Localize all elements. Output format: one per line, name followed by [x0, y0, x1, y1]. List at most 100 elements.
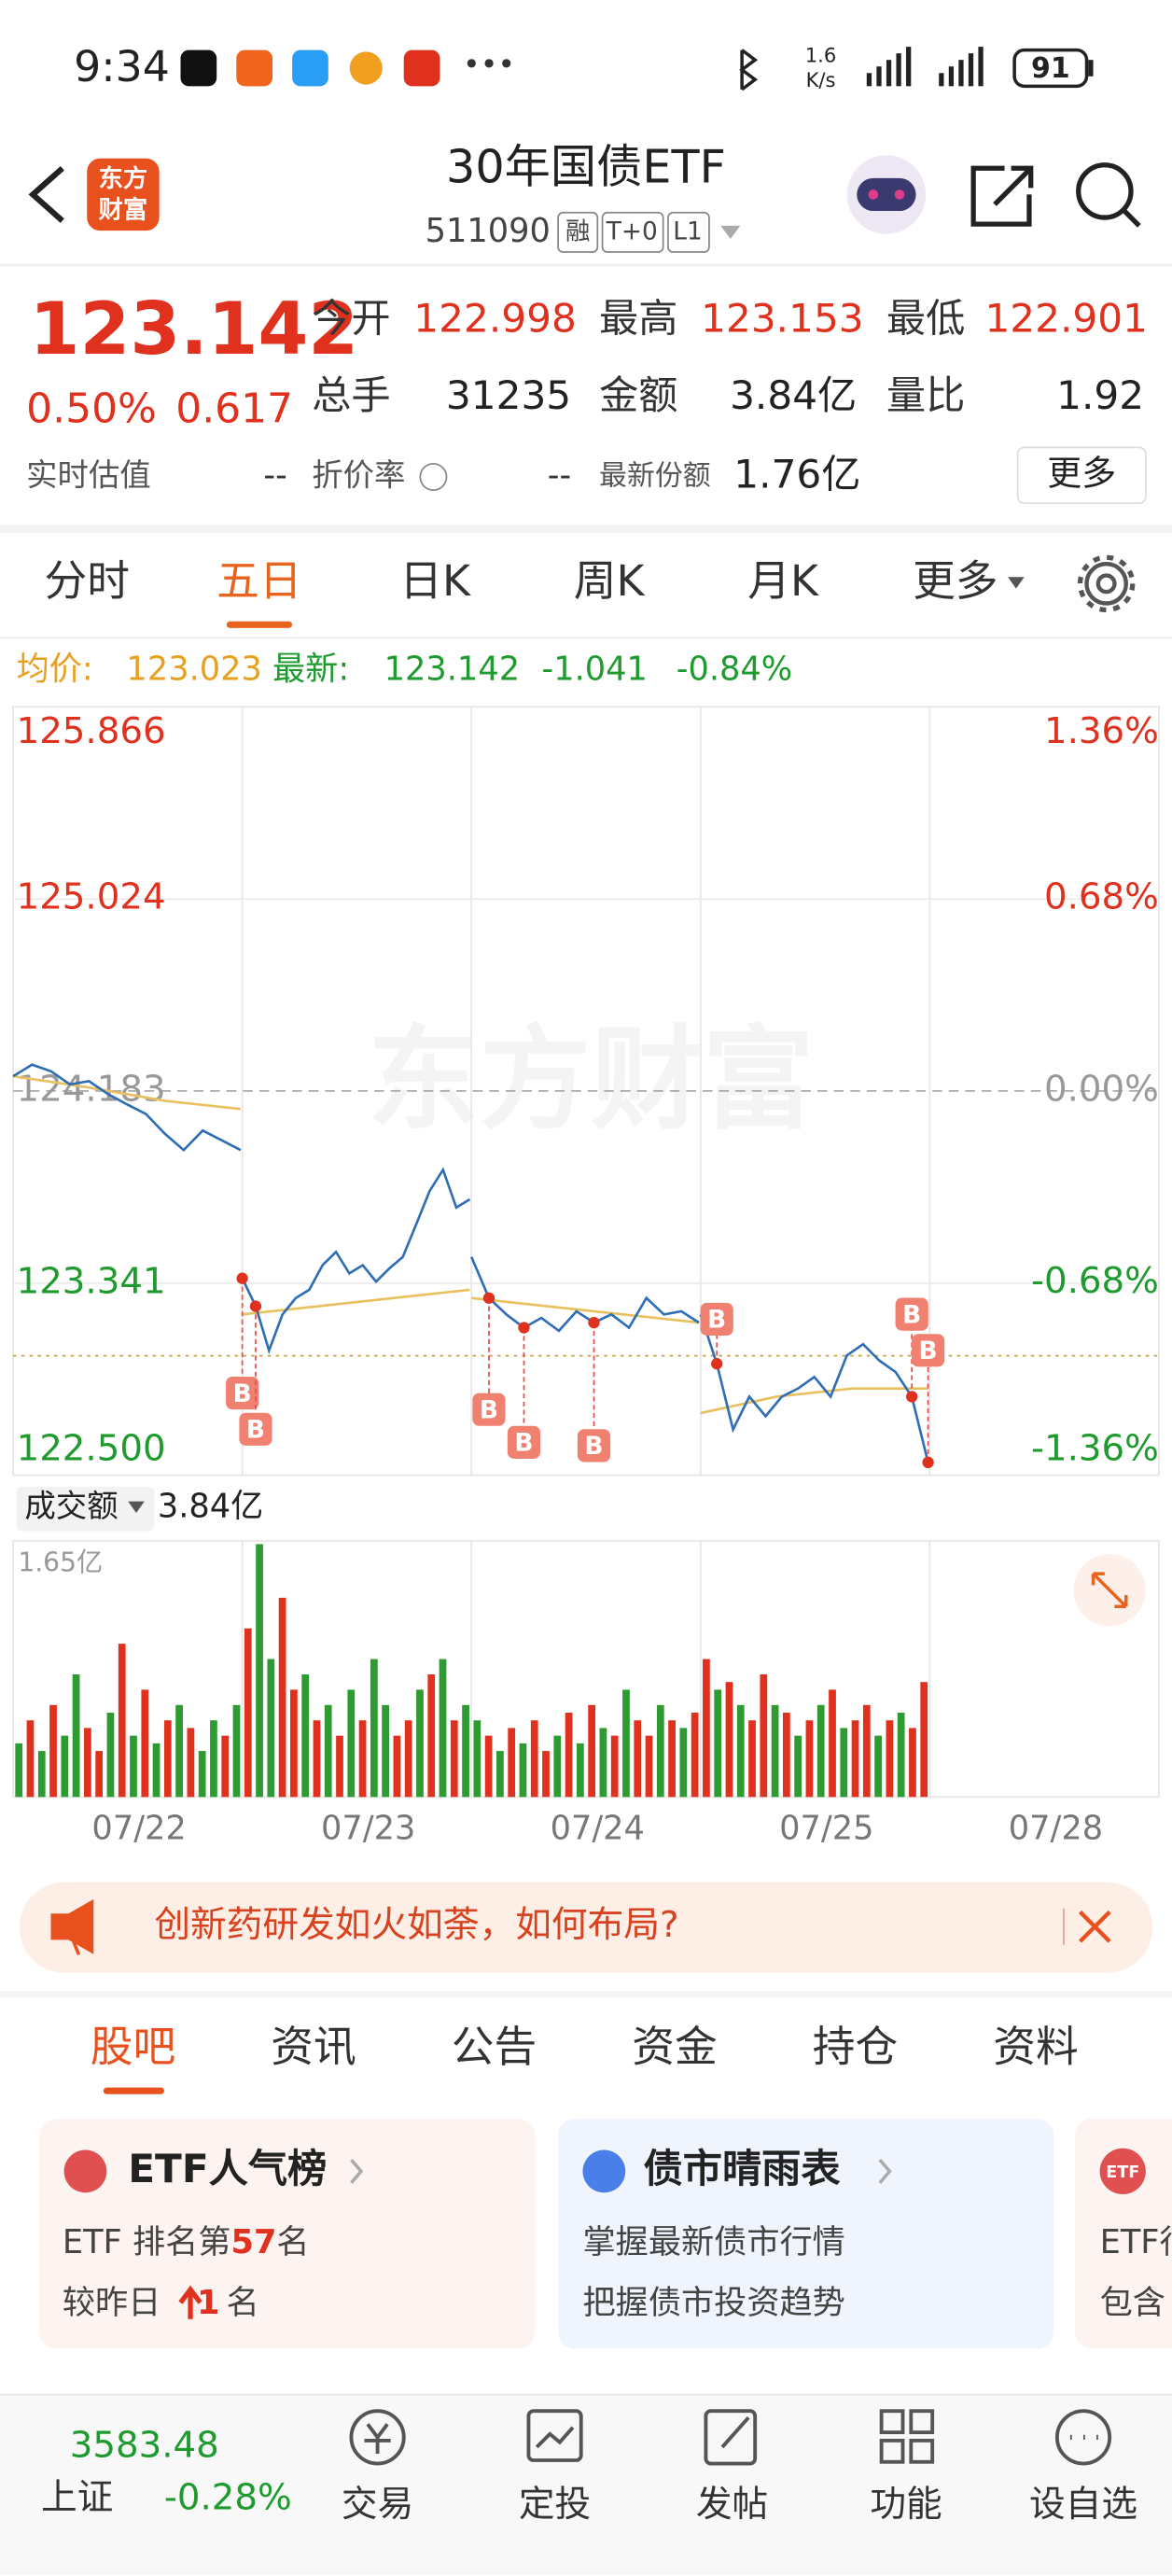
field-label: 金额	[599, 372, 677, 418]
nav-item[interactable]: 发帖	[696, 2484, 768, 2526]
field-label: 最高	[599, 295, 677, 341]
index-change[interactable]: -0.28%	[164, 2477, 292, 2519]
more-button[interactable]	[1016, 446, 1147, 505]
marker-label: B	[480, 1396, 498, 1424]
price: 123.142	[30, 287, 358, 371]
marker-label: B	[902, 1301, 921, 1329]
volume-bar	[542, 1751, 550, 1798]
marker-box	[507, 1425, 541, 1459]
card[interactable]	[558, 2119, 1054, 2349]
tag-box	[601, 211, 664, 253]
share-button[interactable]	[970, 165, 1034, 227]
volume-bar	[49, 1704, 57, 1798]
tab[interactable]: 日K	[399, 556, 471, 606]
volume-selector[interactable]	[16, 1486, 155, 1532]
x-tick-label: 07/22	[91, 1810, 186, 1848]
volume-bar	[358, 1720, 367, 1798]
nav-item[interactable]: 功能	[870, 2484, 942, 2526]
nav-item[interactable]: 交易	[342, 2484, 413, 2526]
tag-box	[667, 211, 710, 253]
tab[interactable]: 资金	[632, 2023, 717, 2072]
logo	[87, 158, 160, 231]
dropdown-arrow[interactable]	[720, 225, 741, 239]
y2-tick-label: 1.36%	[1044, 710, 1159, 752]
volume-bar	[496, 1751, 504, 1798]
info-icon[interactable]	[419, 463, 448, 491]
volume-bar	[840, 1728, 848, 1798]
search-button[interactable]	[1076, 162, 1141, 228]
tab[interactable]: 持仓	[813, 2023, 898, 2072]
card-line: ETF行	[1100, 2223, 1172, 2261]
divider	[0, 525, 1172, 533]
marker-box	[226, 1376, 259, 1410]
y2-tick-label: 0.00%	[1044, 1068, 1159, 1110]
marker-dot	[249, 1300, 262, 1312]
volume-bar	[565, 1713, 573, 1798]
volume-bar	[95, 1751, 104, 1798]
field-value: 31235	[446, 372, 571, 418]
nav-item[interactable]: 定投	[519, 2484, 591, 2526]
tab[interactable]: 周K	[574, 556, 646, 606]
volume-bar	[210, 1720, 217, 1798]
marker-box	[239, 1412, 272, 1446]
card-title: ETF人气榜	[128, 2146, 327, 2191]
battery: 91	[1031, 52, 1070, 85]
banner[interactable]	[20, 1882, 1152, 1973]
volume-bar	[679, 1728, 688, 1798]
code: 511090	[426, 212, 551, 250]
card-icon	[582, 2149, 626, 2193]
index-value[interactable]: 3583.48	[70, 2424, 219, 2466]
tab-active[interactable]: 股吧	[91, 2023, 175, 2072]
volume-bar	[382, 1704, 389, 1798]
tab-active[interactable]: 五日	[216, 556, 301, 606]
tab[interactable]: 月K	[747, 556, 819, 606]
volume-bar	[324, 1704, 332, 1798]
card-line: 较昨日 1 名	[63, 2284, 259, 2322]
assistant-icon[interactable]	[846, 155, 927, 234]
volume-bar	[439, 1659, 447, 1798]
field-value: 123.153	[701, 295, 864, 341]
close-button[interactable]	[1078, 1910, 1111, 1943]
expand-button[interactable]	[1073, 1553, 1146, 1627]
volume-label: 成交额	[24, 1488, 118, 1524]
marker-label: B	[707, 1307, 726, 1335]
card-line: 把握债市投资趋势	[582, 2284, 844, 2322]
y-tick-label: 123.341	[17, 1260, 166, 1302]
tab[interactable]: 资料	[993, 2023, 1078, 2072]
volume-bar	[805, 1720, 814, 1798]
x-tick-label: 07/23	[321, 1810, 415, 1848]
card[interactable]	[39, 2119, 536, 2349]
field-value: 122.998	[413, 295, 577, 341]
tab[interactable]: 更多	[913, 556, 998, 606]
volume-bar	[714, 1689, 722, 1798]
chevron	[878, 2158, 892, 2184]
settings-button[interactable]	[1077, 554, 1136, 613]
card-icon	[63, 2149, 107, 2193]
index-name[interactable]: 上证	[41, 2477, 113, 2519]
avg-line	[242, 1288, 470, 1316]
tab[interactable]: 分时	[45, 556, 130, 606]
tab[interactable]: 公告	[452, 2023, 537, 2072]
back-button[interactable]	[28, 165, 64, 223]
volume-bar	[783, 1713, 790, 1798]
field-value: 1.76亿	[733, 452, 860, 497]
nav-item[interactable]: 设自选	[1029, 2484, 1137, 2526]
tab[interactable]: 资讯	[271, 2023, 356, 2072]
marker-box	[577, 1429, 611, 1463]
card[interactable]	[1075, 2119, 1172, 2349]
volume-bar	[484, 1735, 493, 1798]
megaphone-icon	[50, 1898, 94, 1955]
card-icon-text: ETF	[1106, 2163, 1139, 2182]
volume-bar	[278, 1597, 286, 1798]
y2-tick-label: -1.36%	[1031, 1428, 1159, 1470]
y-tick-label: 125.866	[17, 710, 166, 752]
avg-value: 123.023	[126, 651, 261, 689]
tag: 融	[565, 217, 590, 245]
volume-bar	[862, 1704, 871, 1798]
logo-text: 财富	[99, 196, 148, 225]
volume-bar	[703, 1659, 710, 1798]
volume-bar	[576, 1743, 584, 1798]
volume-bar	[232, 1704, 241, 1798]
volume-bar	[37, 1751, 46, 1798]
